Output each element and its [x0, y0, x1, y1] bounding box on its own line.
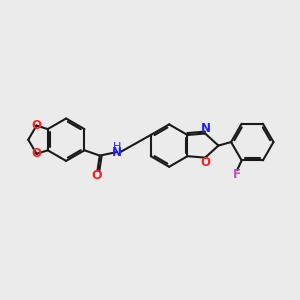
Text: H: H	[113, 142, 121, 152]
Text: O: O	[201, 157, 211, 169]
Text: O: O	[31, 119, 41, 132]
Text: N: N	[112, 146, 122, 159]
Text: O: O	[31, 147, 41, 160]
Text: F: F	[233, 168, 241, 181]
Text: N: N	[201, 122, 211, 135]
Text: O: O	[92, 169, 102, 182]
